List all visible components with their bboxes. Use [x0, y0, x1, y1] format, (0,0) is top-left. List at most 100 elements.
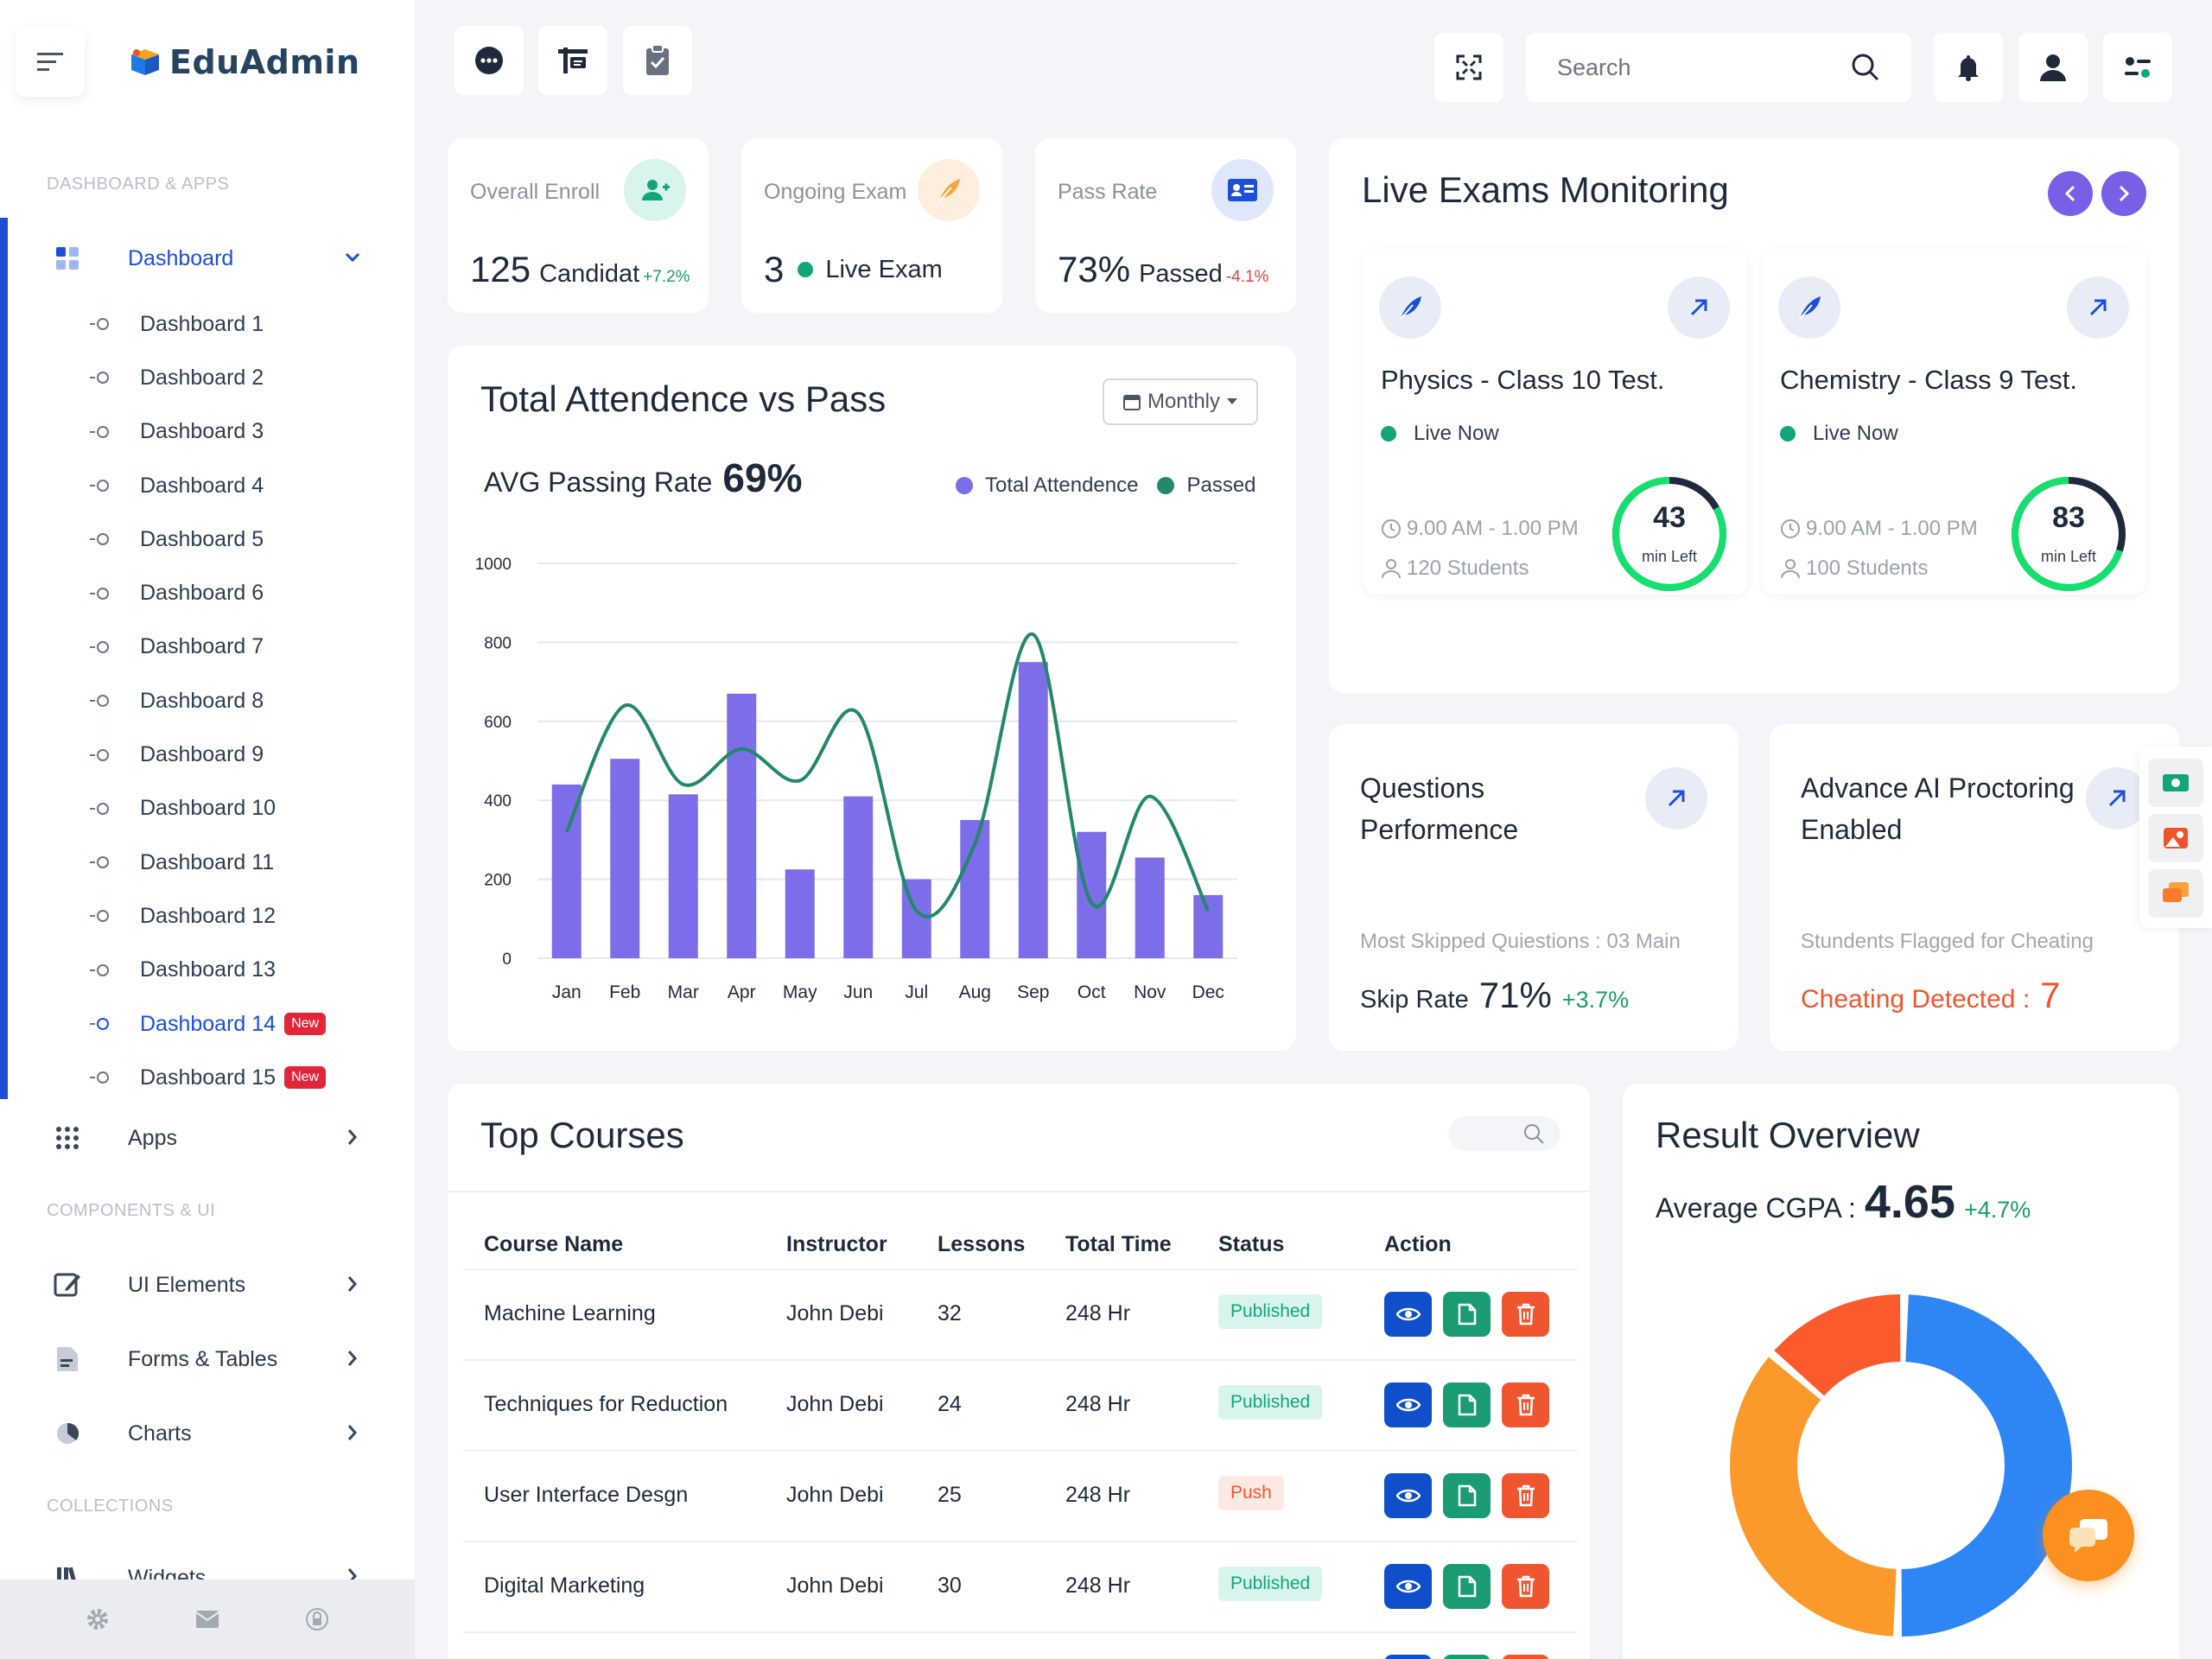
- y-tick-label: 0: [502, 950, 512, 969]
- open-exam-button[interactable]: [1668, 276, 1730, 339]
- y-tick-label: 800: [484, 634, 512, 652]
- notifications-button[interactable]: [1934, 33, 2003, 102]
- passed-point-oct[interactable]: [1086, 898, 1096, 908]
- exam-title: Physics - Class 10 Test.: [1381, 365, 1665, 395]
- submenu-item-dashboard-4[interactable]: Dashboard 4: [90, 459, 326, 512]
- search-input[interactable]: [1557, 54, 1816, 81]
- bar-sep[interactable]: [1018, 662, 1048, 958]
- view-button[interactable]: [1384, 1292, 1432, 1337]
- passed-point-aug[interactable]: [969, 838, 980, 849]
- submenu-item-dashboard-10[interactable]: Dashboard 10: [90, 782, 326, 836]
- delete-button[interactable]: [1502, 1382, 1549, 1427]
- sidebar-item-charts[interactable]: Charts: [54, 1412, 365, 1455]
- submenu-item-dashboard-15[interactable]: Dashboard 15 New: [90, 1051, 327, 1104]
- passed-point-jan[interactable]: [562, 827, 572, 837]
- donut-segment-3[interactable]: [1774, 1294, 1901, 1396]
- submenu-item-dashboard-11[interactable]: Dashboard 11: [90, 836, 326, 889]
- document-button[interactable]: [1443, 1564, 1491, 1609]
- menu-toggle-button[interactable]: [16, 28, 85, 97]
- sliders-icon: [2125, 57, 2151, 78]
- mail-icon[interactable]: [195, 1610, 219, 1629]
- passed-point-mar[interactable]: [678, 779, 689, 790]
- cheating-value: 7: [2040, 975, 2061, 1015]
- open-exam-button[interactable]: [2067, 276, 2129, 339]
- courses-search[interactable]: [1448, 1116, 1560, 1151]
- passed-point-sep[interactable]: [1028, 629, 1039, 639]
- document-button[interactable]: [1443, 1292, 1491, 1337]
- submenu-item-dashboard-13[interactable]: Dashboard 13: [90, 944, 326, 997]
- view-button[interactable]: [1384, 1655, 1432, 1659]
- passed-point-dec[interactable]: [1203, 906, 1213, 916]
- bar-may[interactable]: [785, 869, 815, 958]
- stat-card-pass-rate: Pass Rate 73% Passed -4.1%: [1035, 138, 1296, 313]
- lock-icon[interactable]: [305, 1607, 329, 1631]
- passed-point-apr[interactable]: [736, 744, 747, 754]
- passed-point-feb[interactable]: [620, 701, 630, 711]
- passed-point-jul[interactable]: [912, 906, 922, 916]
- bar-dec[interactable]: [1193, 894, 1224, 958]
- document-button[interactable]: [1443, 1655, 1491, 1659]
- passed-point-nov[interactable]: [1145, 791, 1155, 802]
- search-icon[interactable]: [1851, 53, 1880, 82]
- sidebar-item-widgets[interactable]: Widgets: [54, 1555, 365, 1580]
- submenu-item-dashboard-1[interactable]: Dashboard 1: [90, 297, 326, 351]
- bar-mar[interactable]: [668, 794, 698, 958]
- submenu-item-dashboard-7[interactable]: Dashboard 7: [90, 620, 326, 674]
- brand-logo[interactable]: EduAdmin: [130, 43, 360, 81]
- bar-nov[interactable]: [1135, 857, 1165, 958]
- delete-button[interactable]: [1502, 1292, 1549, 1337]
- floating-chat-button[interactable]: [2043, 1490, 2134, 1581]
- bar-jun[interactable]: [843, 796, 874, 958]
- sidebar-item-ui-elements[interactable]: UI Elements: [54, 1263, 365, 1306]
- exam-card-physics[interactable]: Physics - Class 10 Test. Live Now 9.00 A…: [1363, 249, 1747, 594]
- document-button[interactable]: [1443, 1473, 1491, 1518]
- sidebar-item-apps[interactable]: Apps: [54, 1116, 365, 1160]
- passed-point-may[interactable]: [795, 775, 805, 785]
- sidebar-item-dashboard[interactable]: Dashboard: [54, 237, 365, 280]
- donut-segment-1[interactable]: [1901, 1294, 2072, 1637]
- passed-point-jun[interactable]: [853, 709, 863, 719]
- comments-button[interactable]: [2148, 869, 2203, 918]
- profile-button[interactable]: [2018, 33, 2088, 102]
- view-button[interactable]: [1384, 1564, 1432, 1609]
- submenu-item-dashboard-14[interactable]: Dashboard 14 New: [90, 997, 327, 1051]
- period-filter-dropdown[interactable]: Monthly: [1103, 378, 1258, 425]
- delete-button[interactable]: [1502, 1655, 1549, 1659]
- submenu-item-dashboard-12[interactable]: Dashboard 12: [90, 889, 326, 943]
- open-questions-button[interactable]: [1645, 767, 1707, 830]
- delete-button[interactable]: [1502, 1564, 1549, 1609]
- view-button[interactable]: [1384, 1382, 1432, 1427]
- chart-legend: Total Attendence Passed: [956, 474, 1256, 498]
- status-badge: Published: [1218, 1294, 1323, 1329]
- submenu-item-dashboard-5[interactable]: Dashboard 5: [90, 512, 326, 566]
- submenu-item-dashboard-3[interactable]: Dashboard 3: [90, 405, 326, 459]
- submenu-item-dashboard-2[interactable]: Dashboard 2: [90, 351, 326, 404]
- open-proctoring-button[interactable]: [2086, 767, 2148, 830]
- settings-toggle-button[interactable]: [2103, 33, 2172, 102]
- money-button[interactable]: [2148, 759, 2203, 807]
- eye-icon: [1395, 1489, 1421, 1503]
- fullscreen-button[interactable]: [1434, 33, 1503, 102]
- exam-card-chemistry[interactable]: Chemistry - Class 9 Test. Live Now 9.00 …: [1763, 249, 2146, 594]
- carousel-prev-button[interactable]: [2048, 171, 2093, 216]
- tasks-button[interactable]: [623, 26, 692, 95]
- signpost-button[interactable]: [538, 26, 607, 95]
- bar-apr[interactable]: [727, 693, 757, 958]
- delete-button[interactable]: [1502, 1473, 1549, 1518]
- submenu-item-dashboard-8[interactable]: Dashboard 8: [90, 674, 326, 728]
- submenu-item-dashboard-9[interactable]: Dashboard 9: [90, 728, 326, 781]
- chat-button[interactable]: [454, 26, 524, 95]
- donut-segment-2[interactable]: [1730, 1357, 1897, 1637]
- bar-feb[interactable]: [610, 759, 640, 958]
- view-button[interactable]: [1384, 1473, 1432, 1518]
- submenu-item-dashboard-6[interactable]: Dashboard 6: [90, 566, 326, 620]
- document-button[interactable]: [1443, 1382, 1491, 1427]
- bar-oct[interactable]: [1077, 831, 1107, 958]
- sidebar-item-forms-tables[interactable]: Forms & Tables: [54, 1338, 365, 1381]
- avg-passing-rate: AVG Passing Rate 69%: [484, 454, 803, 501]
- bar-jan[interactable]: [551, 784, 582, 958]
- money-icon: [2163, 774, 2189, 791]
- settings-gear-icon[interactable]: [86, 1607, 110, 1631]
- image-button[interactable]: [2148, 814, 2203, 862]
- carousel-next-button[interactable]: [2101, 171, 2146, 216]
